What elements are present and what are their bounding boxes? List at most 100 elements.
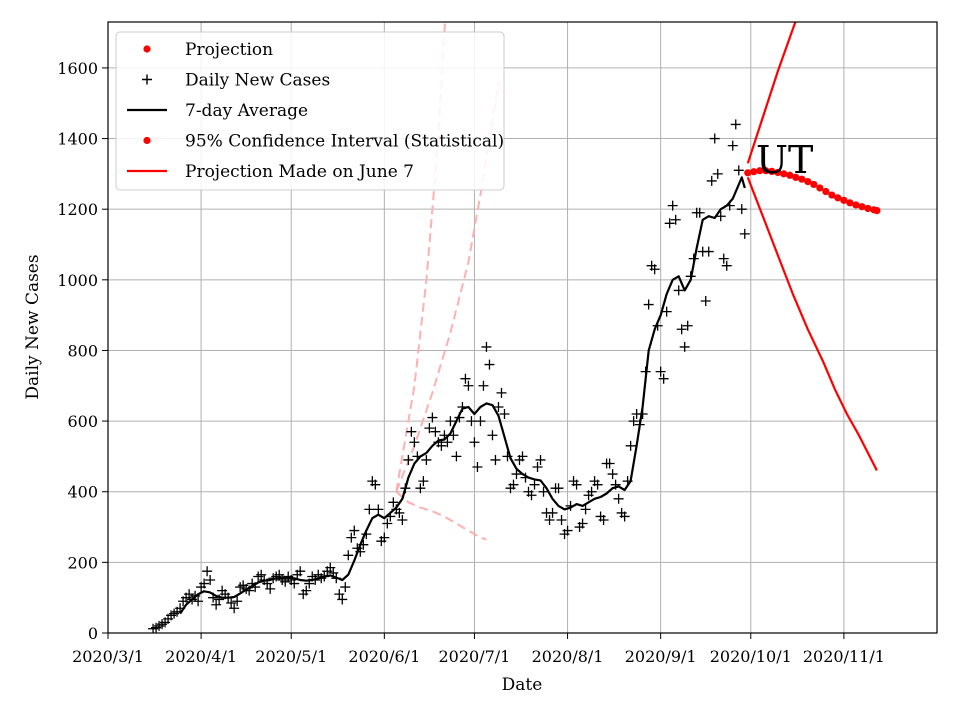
daily-case-point: [586, 486, 597, 497]
daily-case-point: [655, 366, 666, 377]
projection-point: [834, 194, 842, 202]
legend-marker-daily-new-cases: [142, 74, 152, 85]
daily-case-point: [325, 562, 336, 573]
daily-case-point: [727, 140, 738, 151]
daily-case-point: [421, 454, 432, 465]
daily-case-point: [490, 454, 501, 465]
daily-case-point: [430, 426, 441, 437]
legend-label: Projection Made on June 7: [185, 162, 414, 182]
daily-case-point: [658, 373, 669, 384]
x-tick-label: 2020/9/1: [625, 647, 697, 666]
daily-case-point: [562, 525, 573, 536]
daily-case-point: [346, 532, 357, 543]
plot-area: [148, 22, 881, 633]
projection-made-on-june-7-mid-line: [395, 81, 500, 493]
projection-point: [780, 170, 788, 178]
daily-case-point: [481, 341, 492, 352]
daily-case-point: [232, 596, 243, 607]
daily-case-point: [226, 597, 237, 608]
legend-label: 7-day Average: [185, 101, 308, 121]
daily-case-point: [442, 437, 453, 448]
daily-case-point: [643, 299, 654, 310]
daily-case-point: [340, 582, 351, 593]
daily-case-point: [343, 550, 354, 561]
legend: Projection Daily New Cases 7-day Average 95…: [115, 31, 505, 191]
daily-case-point: [592, 479, 603, 490]
daily-case-point: [664, 218, 675, 229]
daily-case-point: [580, 504, 591, 515]
legend-box: [115, 31, 505, 191]
legend-label: 95% Confidence Interval (Statistical): [185, 132, 504, 152]
daily-case-point: [676, 324, 687, 335]
x-tick-label: 2020/7/1: [439, 647, 511, 666]
projection-point: [744, 169, 752, 177]
y-tick-label: 200: [67, 553, 98, 572]
daily-case-point: [463, 380, 474, 391]
daily-case-point: [736, 204, 747, 215]
projection-point: [840, 196, 848, 204]
daily-case-point: [469, 437, 480, 448]
daily-case-point: [409, 437, 420, 448]
daily-case-point: [466, 416, 477, 427]
daily-case-point: [229, 603, 240, 614]
daily-case-point: [436, 440, 447, 451]
95-ci-upper-line: [746, 22, 797, 164]
daily-case-point: [547, 507, 558, 518]
daily-case-point: [682, 320, 693, 331]
daily-case-point: [538, 486, 549, 497]
daily-case-point: [715, 211, 726, 222]
projection-point: [816, 184, 824, 192]
daily-case-point: [607, 469, 618, 480]
projection-point: [822, 187, 830, 196]
daily-case-point: [721, 260, 732, 271]
y-tick-label: 1000: [57, 271, 98, 290]
daily-case-point: [211, 599, 222, 610]
y-tick-label: 800: [67, 341, 98, 360]
daily-case-point: [670, 214, 681, 225]
daily-case-point: [493, 401, 504, 412]
daily-case-point: [679, 341, 690, 352]
daily-case-point: [529, 479, 540, 490]
daily-case-point: [619, 511, 630, 522]
daily-case-point: [451, 451, 462, 462]
daily-case-point: [730, 119, 741, 130]
y-tick-label: 1200: [57, 200, 98, 219]
y-tick-label: 1600: [57, 59, 98, 78]
daily-case-point: [508, 479, 519, 490]
daily-case-point: [295, 566, 306, 577]
daily-case-point: [406, 426, 417, 437]
daily-case-point: [364, 504, 375, 515]
x-tick-label: 2020/5/1: [255, 647, 327, 666]
daily-case-point: [394, 507, 405, 518]
projection-point: [864, 204, 872, 213]
daily-case-point: [694, 207, 705, 218]
daily-case-point: [571, 479, 582, 490]
projection-point: [762, 167, 770, 175]
daily-case-point: [202, 566, 213, 577]
legend-marker-projection: [143, 45, 151, 53]
plot-frame: [107, 21, 938, 634]
daily-case-point: [556, 514, 567, 525]
legend-marker-95-confidence-interval-statistical: [143, 136, 151, 145]
daily-case-point: [403, 454, 414, 465]
daily-case-point: [373, 504, 384, 515]
daily-case-point: [349, 525, 360, 536]
daily-case-point: [544, 514, 555, 525]
daily-case-point: [733, 165, 744, 176]
y-tick-label: 0: [88, 624, 98, 643]
daily-case-point: [625, 440, 636, 451]
daily-case-point: [256, 569, 267, 580]
projection-point: [774, 168, 782, 177]
daily-case-point: [553, 483, 564, 494]
daily-case-point: [289, 578, 300, 589]
projection-point: [792, 173, 800, 181]
daily-case-point: [265, 583, 276, 594]
legend-label: Projection: [185, 40, 273, 60]
daily-case-point: [370, 479, 381, 490]
legend-label: Daily New Cases: [185, 71, 330, 91]
daily-case-point: [337, 594, 348, 605]
daily-case-point: [718, 253, 729, 264]
daily-case-point: [484, 359, 495, 370]
projection-point: [768, 167, 776, 175]
